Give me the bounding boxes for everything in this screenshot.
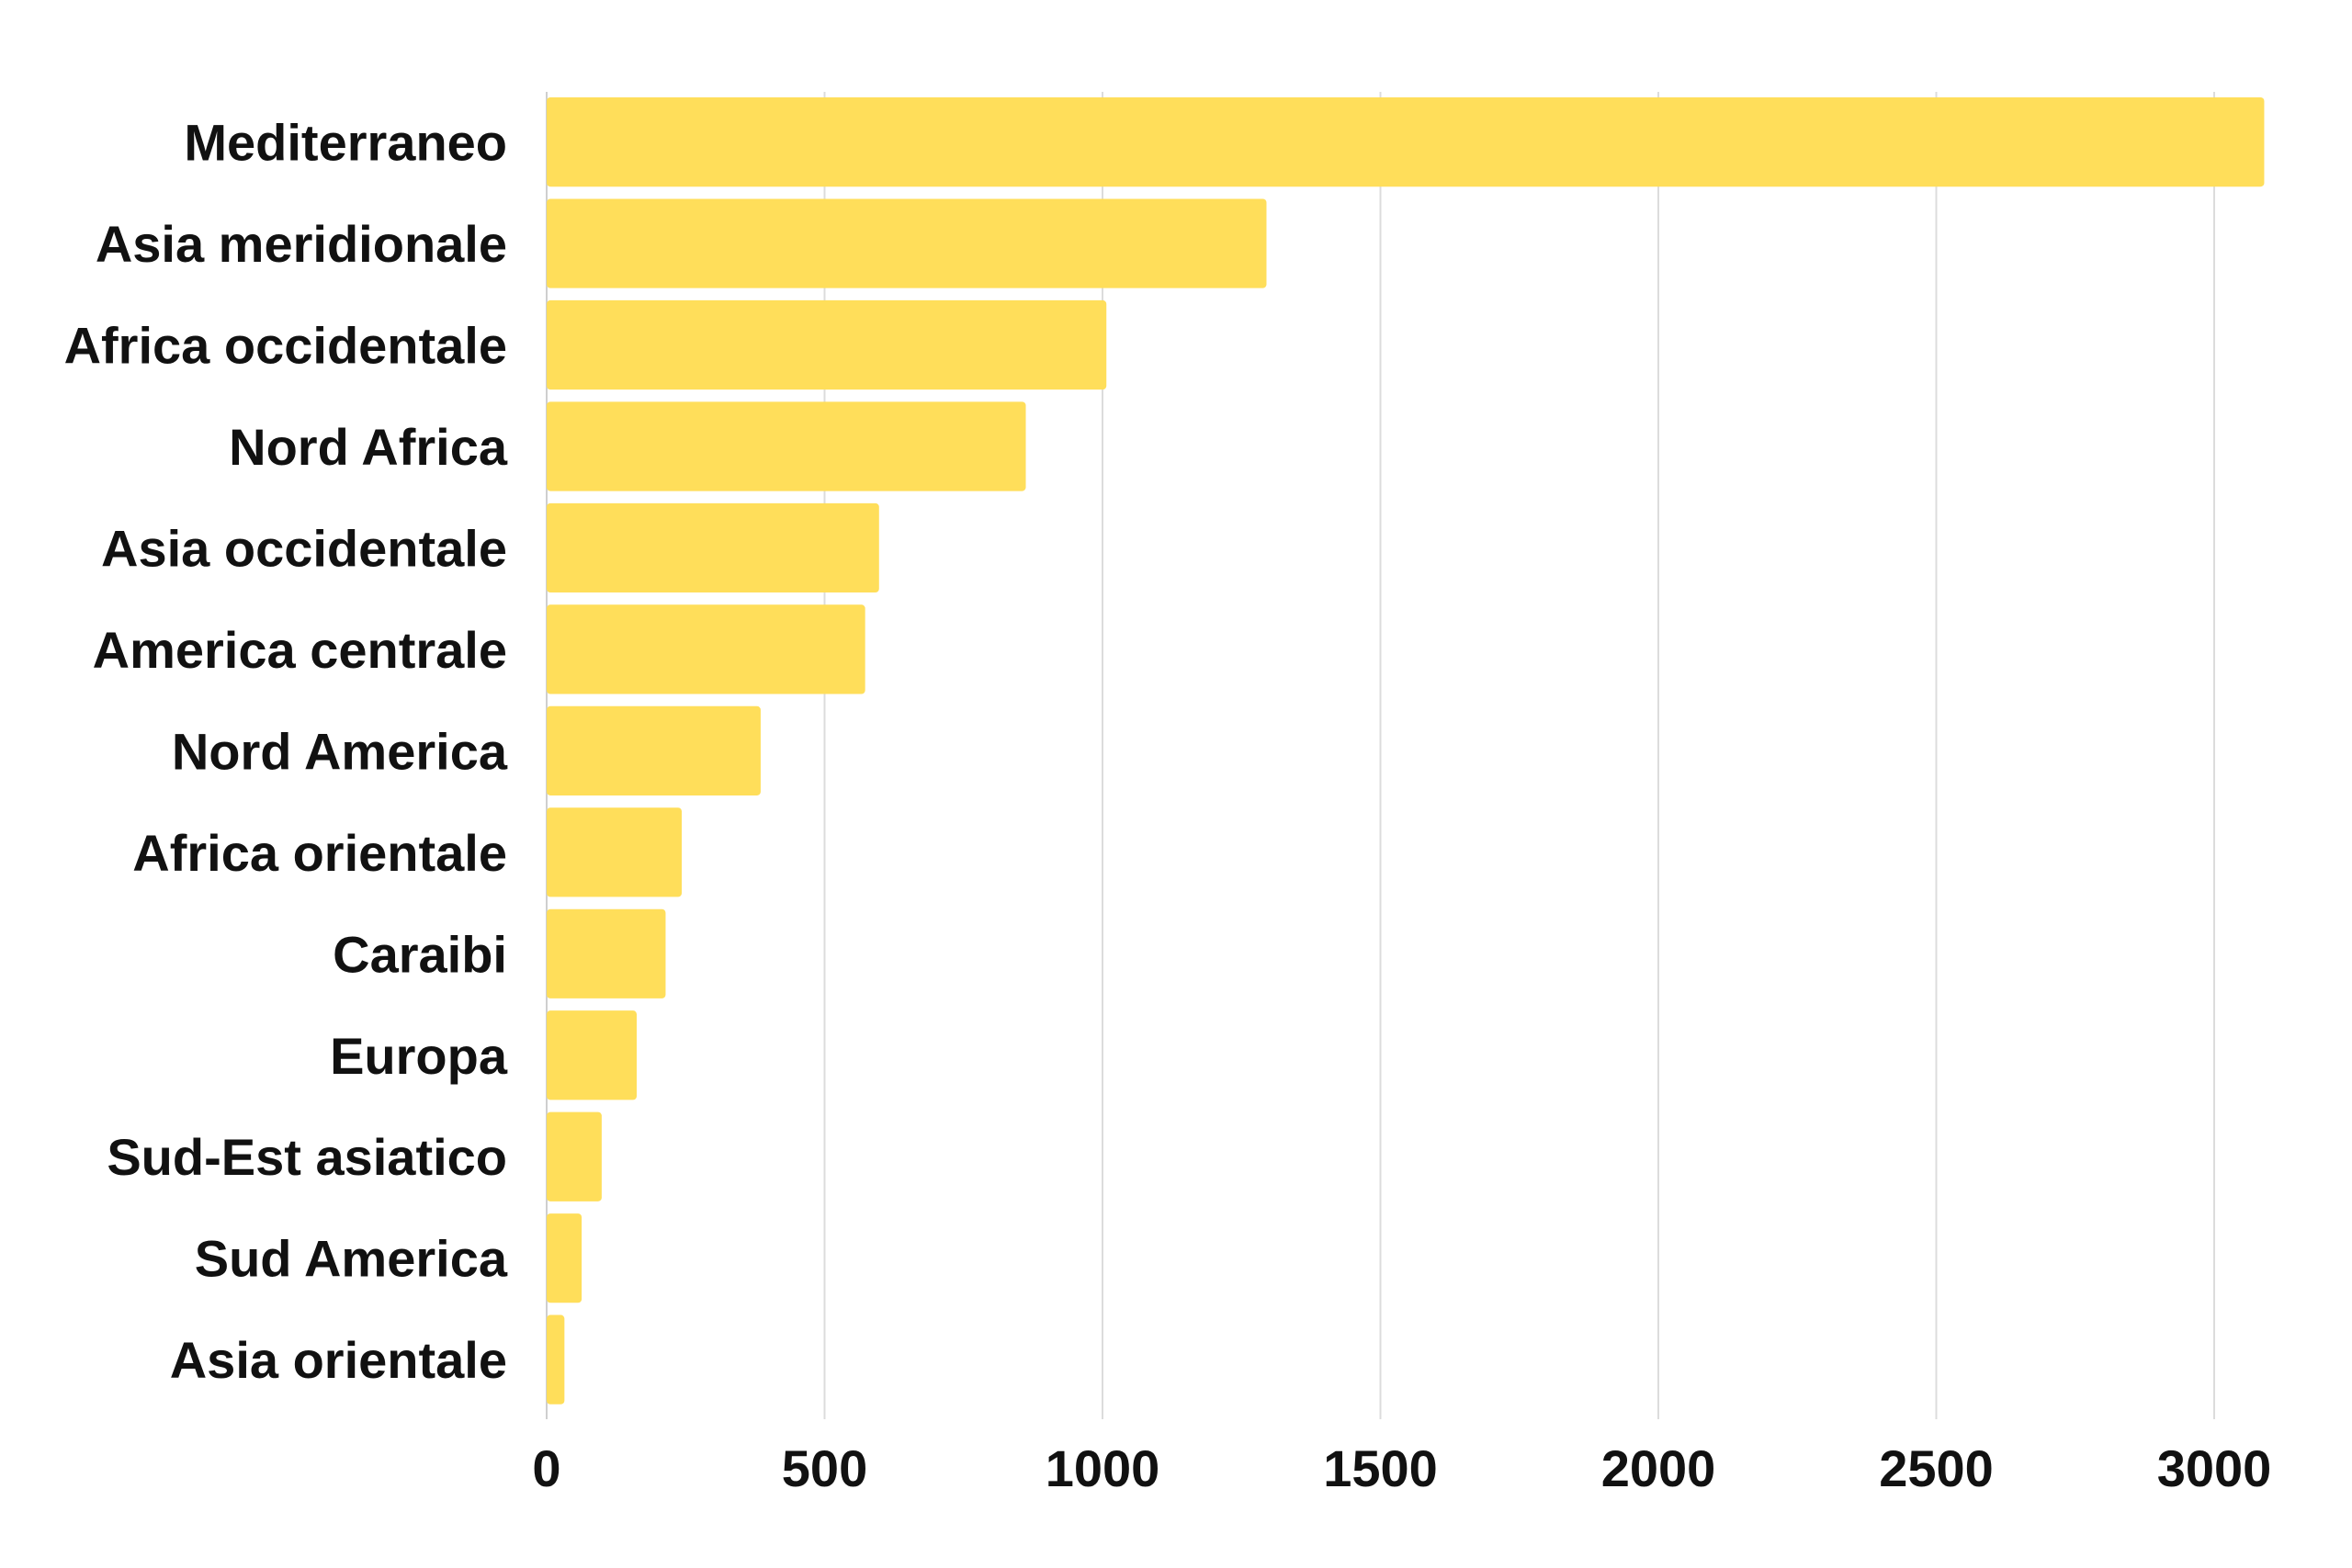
- bar: [547, 1111, 602, 1201]
- category-labels: Mediterraneo Asia meridionale Africa occid…: [64, 114, 508, 1390]
- bars: [547, 97, 2265, 1404]
- category-label: Caraibi: [333, 925, 507, 983]
- bar: [547, 97, 2265, 187]
- category-label: Africa orientale: [132, 824, 507, 882]
- gridlines: [546, 92, 2215, 1419]
- x-tick-labels: 0 500 1000 1500 2000 2500 3000: [532, 1439, 2271, 1497]
- bar: [547, 604, 865, 694]
- bar: [547, 1010, 638, 1100]
- category-label: Nord America: [172, 722, 508, 780]
- category-label: Sud America: [195, 1230, 508, 1288]
- category-label: Sud-Est asiatico: [107, 1128, 507, 1186]
- category-label: Nord Africa: [229, 418, 508, 476]
- category-label: America centrale: [93, 621, 507, 679]
- bar: [547, 908, 666, 998]
- category-label: Asia orientale: [170, 1331, 507, 1389]
- bar: [547, 299, 1107, 390]
- x-tick-label: 500: [782, 1439, 867, 1497]
- category-label: Europa: [330, 1027, 508, 1085]
- x-tick-label: 2500: [1879, 1439, 1994, 1497]
- bar: [547, 502, 879, 593]
- bar: [547, 807, 683, 897]
- x-tick-label: 1500: [1323, 1439, 1438, 1497]
- x-tick-label: 3000: [2157, 1439, 2272, 1497]
- bar: [547, 705, 761, 795]
- category-label: Asia meridionale: [96, 215, 507, 273]
- category-label: Asia occidentale: [101, 519, 507, 577]
- bar: [547, 198, 1267, 288]
- x-tick-label: 2000: [1601, 1439, 1716, 1497]
- bar: [547, 1314, 565, 1404]
- category-label: Mediterraneo: [184, 114, 507, 172]
- x-tick-label: 1000: [1046, 1439, 1160, 1497]
- x-tick-label: 0: [532, 1439, 560, 1497]
- bar: [547, 1213, 582, 1303]
- bar: [547, 401, 1026, 491]
- category-label: Africa occidentale: [64, 317, 507, 375]
